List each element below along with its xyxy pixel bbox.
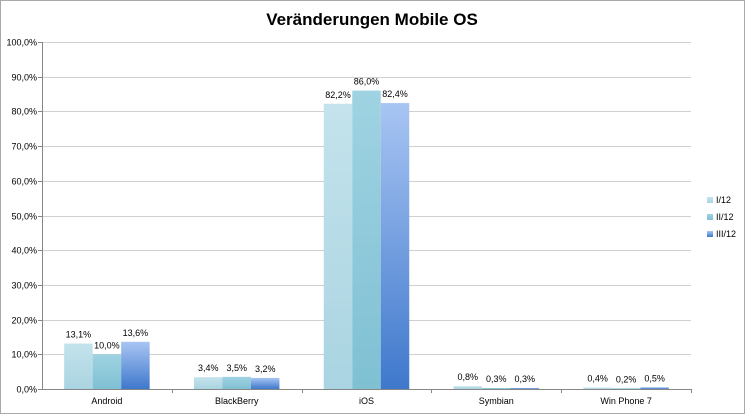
bar bbox=[92, 354, 122, 389]
chart-title: Veränderungen Mobile OS bbox=[266, 10, 478, 29]
y-tick-label: 40,0% bbox=[11, 246, 37, 256]
y-tick-label: 10,0% bbox=[11, 350, 37, 360]
data-label: 82,2% bbox=[325, 90, 351, 100]
y-tick-label: 70,0% bbox=[11, 142, 37, 152]
bar bbox=[453, 386, 483, 389]
data-label: 0,4% bbox=[587, 374, 608, 384]
data-label: 0,2% bbox=[616, 374, 637, 384]
data-label: 3,2% bbox=[255, 364, 276, 374]
data-label: 0,3% bbox=[515, 374, 536, 384]
y-tick-label: 60,0% bbox=[11, 177, 37, 187]
bar bbox=[250, 377, 280, 389]
legend: I/12 II/12 III/12 bbox=[707, 195, 736, 239]
y-tick-label: 30,0% bbox=[11, 281, 37, 291]
y-tick-label: 50,0% bbox=[11, 212, 37, 222]
bar bbox=[64, 343, 93, 389]
y-tick-label: 80,0% bbox=[11, 107, 37, 117]
x-tick-label: BlackBerry bbox=[215, 396, 259, 406]
legend-label: III/12 bbox=[716, 229, 736, 239]
data-label: 0,5% bbox=[644, 373, 665, 383]
data-label: 86,0% bbox=[354, 77, 380, 87]
y-tick-label: 100,0% bbox=[6, 38, 37, 48]
legend-swatch bbox=[707, 197, 713, 203]
data-label: 82,4% bbox=[382, 89, 408, 99]
bar bbox=[611, 388, 641, 389]
bar bbox=[222, 376, 251, 389]
data-label: 3,5% bbox=[226, 363, 247, 373]
legend-label: II/12 bbox=[716, 212, 734, 222]
y-tick-label: 0,0% bbox=[16, 385, 37, 395]
data-label: 13,1% bbox=[66, 330, 92, 340]
x-tick-label: iOS bbox=[359, 396, 374, 406]
y-axis: 0,0% 10,0% 20,0% 30,0% 40,0% 50,0% 60,0% 70,0% 8… bbox=[6, 38, 43, 395]
bars: 13,1%10,0%13,6% 3,4% 3,5% 3,2% 82,2%86,0%82,… bbox=[64, 77, 669, 390]
bar bbox=[352, 90, 381, 389]
data-label: 0,3% bbox=[486, 374, 507, 384]
data-label: 3,4% bbox=[198, 363, 219, 373]
data-label: 0,8% bbox=[458, 372, 479, 382]
x-tick-label: Android bbox=[91, 396, 122, 406]
x-tick-label: Win Phone 7 bbox=[600, 396, 652, 406]
data-label: 13,6% bbox=[123, 328, 149, 338]
bar bbox=[482, 387, 511, 389]
legend-label: I/12 bbox=[716, 195, 731, 205]
bar bbox=[193, 377, 223, 389]
bar bbox=[640, 387, 669, 389]
legend-swatch bbox=[707, 231, 713, 237]
y-tick-label: 20,0% bbox=[11, 316, 37, 326]
legend-swatch bbox=[707, 214, 713, 220]
bar bbox=[510, 387, 540, 389]
data-label: 10,0% bbox=[94, 340, 120, 350]
x-tick-label: Symbian bbox=[479, 396, 514, 406]
x-axis: Android BlackBerry iOS Symbian Win Phone 7 bbox=[42, 389, 692, 406]
bar bbox=[323, 103, 353, 390]
bar bbox=[380, 103, 410, 390]
bar bbox=[121, 341, 150, 389]
y-tick-label: 90,0% bbox=[11, 73, 37, 83]
bar bbox=[583, 387, 612, 389]
